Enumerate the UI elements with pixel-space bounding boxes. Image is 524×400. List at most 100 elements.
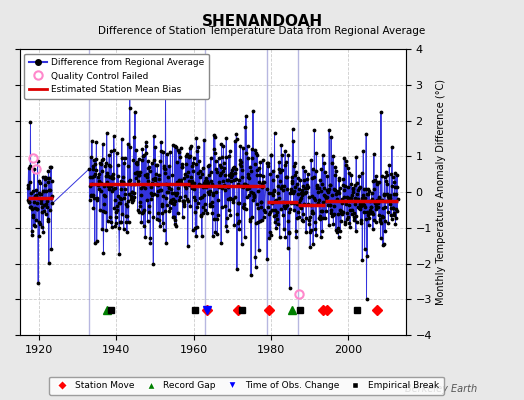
Point [115, 250, 124, 257]
Point [198, 194, 206, 200]
Point [132, 146, 140, 153]
Point [48, 200, 57, 206]
Point [105, 214, 114, 220]
Point [329, 152, 337, 159]
Point [292, 169, 301, 175]
Point [35, 233, 43, 239]
Point [216, 164, 225, 170]
Point [208, 203, 216, 209]
Point [311, 219, 319, 225]
Point [317, 188, 325, 195]
Point [236, 143, 245, 149]
Point [114, 173, 123, 179]
Point [285, 230, 293, 236]
Point [326, 181, 335, 188]
Point [27, 204, 35, 210]
Point [243, 143, 252, 149]
Point [332, 226, 340, 233]
Point [389, 205, 397, 211]
Point [199, 204, 208, 210]
Point [90, 172, 99, 179]
Point [162, 195, 170, 202]
Point [293, 214, 301, 221]
Point [183, 173, 191, 179]
Point [295, 185, 303, 192]
Point [102, 173, 110, 179]
Point [314, 200, 322, 206]
Point [48, 178, 56, 184]
Point [312, 182, 321, 188]
Point [127, 180, 135, 187]
Point [276, 168, 285, 175]
Point [222, 223, 230, 229]
Point [214, 212, 223, 218]
Point [192, 233, 200, 240]
Point [280, 183, 288, 189]
Point [375, 212, 383, 218]
Point [147, 190, 156, 196]
Point [266, 171, 275, 178]
Point [185, 181, 193, 188]
Point [116, 178, 125, 184]
Point [152, 181, 161, 188]
Point [219, 168, 227, 174]
Point [387, 216, 396, 222]
Point [28, 228, 36, 235]
Point [158, 219, 167, 226]
Point [154, 210, 162, 216]
Point [257, 199, 265, 205]
Point [329, 212, 337, 218]
Point [376, 235, 385, 241]
Point [115, 224, 123, 231]
Point [364, 186, 373, 192]
Point [175, 149, 183, 156]
Point [315, 215, 323, 221]
Point [87, 193, 95, 199]
Point [91, 171, 99, 178]
Point [254, 219, 263, 225]
Point [159, 149, 168, 155]
Legend: Station Move, Record Gap, Time of Obs. Change, Empirical Break: Station Move, Record Gap, Time of Obs. C… [49, 377, 444, 395]
Point [390, 212, 398, 218]
Point [321, 168, 330, 175]
Point [354, 196, 362, 202]
Point [176, 194, 184, 200]
Point [236, 183, 245, 190]
Point [257, 181, 266, 187]
Point [386, 205, 395, 212]
Point [386, 201, 394, 207]
Point [235, 218, 243, 224]
Point [295, 214, 303, 220]
Point [200, 191, 209, 198]
Point [203, 210, 212, 216]
Point [291, 160, 299, 166]
Point [332, 229, 341, 236]
Point [241, 181, 249, 188]
Point [141, 184, 149, 191]
Point [172, 192, 180, 198]
Point [305, 214, 314, 220]
Point [358, 257, 366, 264]
Point [348, 189, 357, 195]
Point [268, 190, 276, 197]
Point [372, 206, 380, 212]
Point [45, 187, 53, 194]
Point [30, 199, 39, 205]
Point [222, 154, 230, 160]
Point [258, 172, 267, 179]
Point [194, 182, 203, 188]
Point [92, 139, 101, 145]
Point [154, 188, 162, 194]
Point [363, 209, 371, 215]
Point [341, 219, 349, 226]
Point [170, 214, 178, 220]
Point [238, 167, 247, 174]
Point [381, 228, 389, 234]
Point [281, 148, 289, 154]
Point [276, 234, 284, 240]
Point [138, 209, 146, 216]
Point [95, 178, 103, 185]
Point [212, 216, 221, 222]
Point [204, 172, 213, 178]
Point [207, 177, 215, 184]
